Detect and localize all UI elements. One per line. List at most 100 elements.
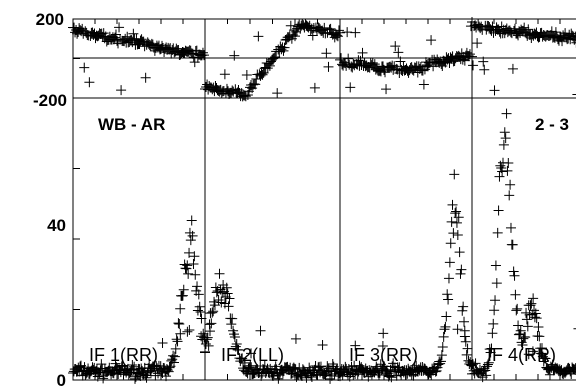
amp-ytick-mid: 40 — [47, 216, 66, 235]
amp-point — [140, 370, 151, 381]
amp-point — [168, 350, 179, 361]
amp-point — [534, 331, 545, 342]
amp-point — [188, 258, 199, 269]
amp-point — [162, 365, 173, 376]
amp-point — [517, 339, 528, 350]
amp-point — [452, 229, 463, 240]
amp-point — [129, 361, 140, 372]
amp-point — [233, 344, 244, 355]
amp-point — [441, 311, 452, 322]
phase-point — [509, 23, 520, 34]
amp-point — [134, 364, 145, 375]
amp-point — [515, 325, 526, 336]
amp-point — [301, 372, 312, 383]
amp-point — [510, 289, 521, 300]
phase-point — [570, 31, 576, 42]
amp-point — [195, 307, 206, 318]
amp-point — [259, 361, 270, 372]
amp-point — [508, 266, 519, 277]
amp-point — [184, 247, 195, 258]
amp-point — [386, 372, 397, 383]
baseline-title-4: 2 - 3 — [535, 115, 569, 134]
amp-point — [184, 324, 195, 335]
phase-point — [197, 47, 208, 58]
amp-point — [430, 366, 441, 377]
amplitude-points — [68, 108, 576, 384]
phase-point — [306, 23, 317, 34]
amp-point — [528, 293, 539, 304]
amp-point — [573, 328, 576, 330]
amp-point — [352, 369, 363, 380]
amp-point — [505, 179, 516, 190]
amp-point — [164, 362, 175, 373]
amp-point — [182, 260, 193, 271]
amp-point — [157, 338, 168, 349]
phase-point — [219, 69, 230, 80]
amp-point — [500, 133, 511, 144]
amp-point — [462, 343, 473, 354]
amp-point — [194, 301, 205, 312]
amp-point — [513, 329, 524, 340]
phase-point — [469, 21, 480, 32]
amp-point — [457, 305, 468, 316]
phase-point — [572, 94, 576, 96]
amp-point — [488, 318, 499, 329]
amp-point — [443, 273, 454, 284]
amp-point — [185, 235, 196, 246]
amp-point — [459, 325, 470, 336]
amp-point — [178, 284, 189, 295]
amp-point — [507, 239, 518, 250]
if-label-2: IF 2(LL) — [221, 345, 284, 365]
amp-point — [192, 281, 203, 292]
baseline-title-1: WB - AR — [98, 115, 165, 134]
amp-point — [459, 316, 470, 327]
phase-point — [426, 35, 437, 46]
amp-point — [277, 367, 288, 378]
phase-point — [333, 25, 344, 36]
phase-point — [472, 38, 483, 49]
amp-point — [467, 359, 478, 370]
amp-ytick-zero: 0 — [57, 371, 66, 386]
phase-point — [79, 62, 90, 73]
amp-point — [536, 348, 547, 359]
if-label-3: IF 3(RR) — [349, 345, 418, 365]
amp-point — [530, 308, 541, 319]
amp-point — [522, 321, 533, 332]
amp-point — [482, 359, 493, 370]
phase-point — [241, 69, 252, 80]
baseline-dividers — [204, 19, 473, 380]
amp-point — [533, 322, 544, 333]
amp-point — [560, 368, 571, 379]
amp-point — [445, 238, 456, 249]
amp-point — [171, 334, 182, 345]
phase-point — [128, 28, 139, 39]
phase-point — [290, 31, 300, 42]
amp-point — [436, 350, 447, 361]
amp-point — [526, 298, 537, 309]
amp-point — [425, 367, 436, 378]
phase-point — [523, 24, 534, 35]
amp-point — [446, 216, 457, 227]
amp-point — [246, 348, 257, 359]
amp-point — [201, 334, 212, 345]
amp-point — [123, 370, 134, 381]
amp-point — [226, 319, 237, 330]
amp-point — [439, 324, 450, 335]
amp-point — [504, 190, 515, 201]
phase-point — [345, 82, 356, 93]
phase-point — [113, 38, 124, 49]
amp-point — [173, 318, 184, 329]
phase-point — [573, 37, 576, 39]
phase-point — [350, 27, 361, 38]
amplitude-panel-frame — [72, 97, 576, 381]
amp-point — [163, 366, 174, 377]
phase-point — [571, 37, 576, 48]
phase-point — [240, 91, 251, 102]
phase-point — [229, 50, 240, 61]
phase-point — [479, 64, 490, 75]
amp-point — [527, 346, 538, 357]
amp-point — [456, 264, 467, 275]
amp-point — [127, 360, 138, 371]
amp-point — [443, 294, 454, 305]
amp-point — [487, 328, 498, 339]
